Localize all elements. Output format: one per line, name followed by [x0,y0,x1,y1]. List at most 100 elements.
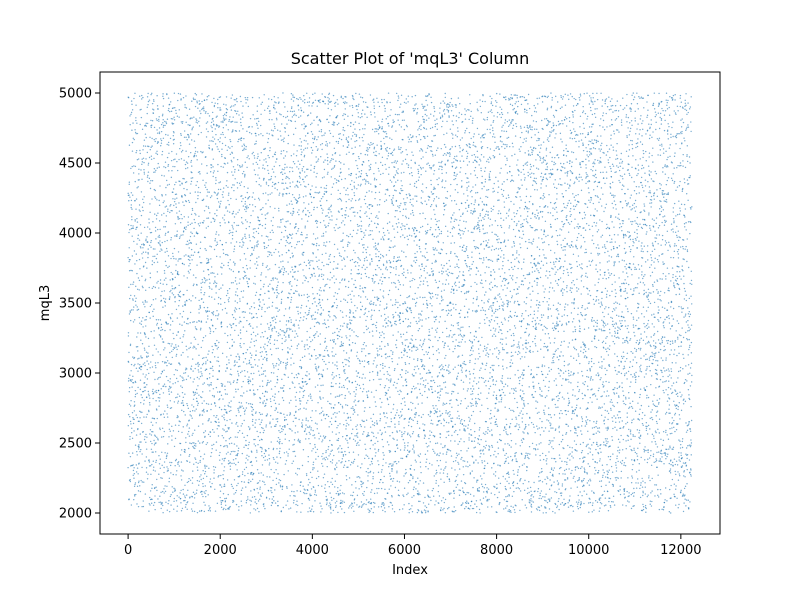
scatter-point [149,211,151,214]
scatter-point [317,249,319,251]
scatter-point [317,148,319,150]
scatter-point [242,205,245,207]
scatter-point [322,410,324,412]
scatter-point [217,170,219,173]
scatter-point [265,402,267,405]
scatter-point [167,468,169,470]
scatter-point [145,448,148,450]
scatter-point [170,239,172,241]
scatter-point [135,208,137,210]
scatter-point [353,502,356,504]
scatter-point [202,301,205,304]
scatter-point [215,124,218,126]
scatter-point [333,295,335,297]
scatter-point [151,366,154,368]
scatter-point [303,389,306,392]
scatter-point [339,403,342,406]
scatter-point [178,158,180,161]
scatter-point [178,202,180,204]
scatter-point [224,457,226,460]
scatter-point [135,304,137,306]
scatter-point [346,245,349,247]
scatter-point [317,357,319,359]
scatter-point [312,101,315,104]
scatter-point [316,191,318,194]
scatter-point [207,269,210,271]
scatter-point [275,102,277,104]
scatter-point [167,406,169,409]
scatter-point [343,113,345,115]
scatter-point [255,132,257,135]
scatter-point [291,372,293,375]
scatter-point [339,197,341,200]
scatter-point [167,443,169,445]
scatter-point [128,387,131,389]
scatter-point [217,148,219,150]
scatter-point [130,400,132,402]
scatter-point [261,224,264,227]
scatter-point [160,326,163,329]
scatter-point [293,443,295,446]
scatter-point [184,303,187,305]
scatter-point [229,461,231,464]
scatter-point [333,124,335,126]
scatter-point [163,200,165,202]
scatter-point [229,153,232,156]
scatter-point [222,187,225,189]
scatter-point [272,448,275,451]
scatter-point [288,203,291,205]
scatter-point [193,140,196,142]
scatter-point [262,456,265,459]
scatter-point [352,206,354,209]
scatter-point [273,339,276,341]
scatter-point [139,388,142,391]
scatter-point [172,332,174,335]
scatter-point [323,349,326,352]
scatter-point [349,464,352,466]
scatter-point [168,107,170,110]
scatter-point [218,96,220,99]
scatter-point [355,386,357,389]
scatter-point [270,468,272,471]
scatter-point [142,247,144,249]
scatter-point [198,125,201,127]
scatter-point [244,203,246,205]
scatter-point [292,161,295,163]
scatter-point [132,172,135,174]
scatter-point [328,402,331,405]
scatter-point [300,110,303,112]
scatter-point [258,418,260,421]
scatter-point [160,491,162,494]
scatter-point [271,287,274,289]
scatter-point [269,147,271,149]
scatter-point [246,247,249,250]
scatter-point [148,156,151,159]
scatter-point [305,318,308,320]
scatter-point [312,142,315,144]
scatter-point [220,121,222,123]
scatter-point [221,153,223,156]
scatter-point [283,473,285,476]
scatter-point [241,165,243,168]
scatter-point [149,272,151,274]
scatter-point [209,332,211,335]
scatter-point [324,159,326,161]
scatter-point [146,176,149,178]
scatter-point [318,438,320,440]
scatter-point [340,255,342,258]
scatter-point [354,435,356,437]
scatter-point [312,463,314,466]
scatter-point [165,220,167,223]
scatter-point [272,171,275,173]
scatter-point [135,367,138,370]
scatter-point [193,336,196,338]
scatter-point [327,415,330,418]
scatter-point [180,144,182,147]
scatter-point [199,256,201,258]
scatter-point [259,279,262,282]
scatter-point [356,223,359,226]
scatter-point [333,255,336,258]
scatter-point [339,394,341,396]
scatter-point [308,309,310,312]
scatter-point [187,258,190,261]
